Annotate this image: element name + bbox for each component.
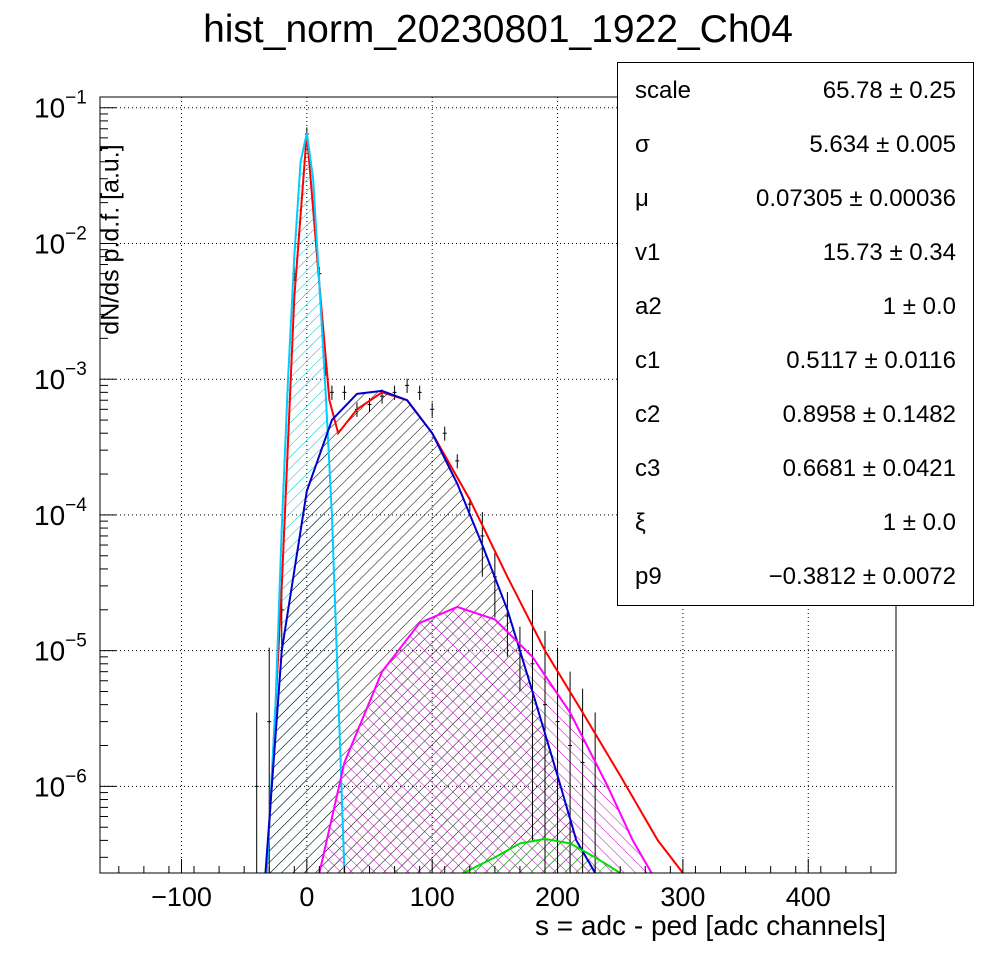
stat-value: 15.73 ± 0.34 (822, 239, 956, 266)
stat-value: 0.8958 ± 0.1482 (782, 401, 956, 428)
fit-parameters-box: scale 65.78 ± 0.25 σ 5.634 ± 0.005 μ 0.0… (617, 62, 974, 606)
y-axis-label: dN/ds p.d.f. [a.u.] (96, 144, 125, 335)
stat-name: σ (635, 131, 650, 158)
stat-row-p9: p9 −0.3812 ± 0.0072 (618, 549, 973, 603)
two-pe-component-fill (319, 606, 652, 873)
single-pe-component-curve (264, 389, 597, 873)
three-pe-component-fill (463, 838, 621, 873)
stat-value: 1 ± 0.0 (882, 509, 956, 536)
stat-value: 65.78 ± 0.25 (822, 77, 956, 104)
x-tick-label: 0 (299, 882, 314, 912)
x-tick-label: 400 (786, 882, 831, 912)
x-tick-label: 300 (660, 882, 705, 912)
stat-row-c2: c2 0.8958 ± 0.1482 (618, 387, 973, 441)
stat-row-mu: μ 0.07305 ± 0.00036 (618, 171, 973, 225)
stat-row-scale: scale 65.78 ± 0.25 (618, 63, 973, 117)
stat-row-c1: c1 0.5117 ± 0.0116 (618, 333, 973, 387)
stat-value: 0.5117 ± 0.0116 (786, 347, 956, 374)
x-tick-label: 100 (410, 882, 455, 912)
stat-name: c1 (635, 347, 661, 374)
stat-value: 0.6681 ± 0.0421 (782, 455, 956, 482)
x-axis-label: s = adc - ped [adc channels] (535, 910, 886, 941)
stat-name: c2 (635, 401, 661, 428)
y-tick-label: 10−2 (34, 223, 87, 259)
plot-title: hist_norm_20230801_1922_Ch04 (203, 8, 793, 51)
stat-row-v1: v1 15.73 ± 0.34 (618, 225, 973, 279)
stat-row-xi: ξ 1 ± 0.0 (618, 495, 973, 549)
y-tick-label: 10−1 (34, 88, 87, 124)
stat-row-a2: a2 1 ± 0.0 (618, 279, 973, 333)
stat-name: μ (635, 185, 649, 212)
stat-value: 1 ± 0.0 (882, 293, 956, 320)
stat-name: a2 (635, 293, 662, 320)
y-tick-label: 10−5 (34, 631, 87, 667)
pedestal-component-curve (265, 132, 346, 873)
stat-row-c3: c3 0.6681 ± 0.0421 (618, 441, 973, 495)
stat-value: −0.3812 ± 0.0072 (768, 563, 956, 590)
two-pe-component-curve (318, 605, 653, 873)
stat-name: ξ (635, 509, 646, 536)
stat-name: c3 (635, 455, 661, 482)
x-tick-label: 200 (535, 882, 580, 912)
y-tick-label: 10−4 (34, 495, 87, 531)
three-pe-component-curve (463, 837, 621, 873)
stat-value: 0.07305 ± 0.00036 (755, 185, 956, 212)
y-tick-label: 10−6 (34, 766, 87, 802)
stat-name: scale (635, 77, 692, 104)
stat-name: p9 (635, 563, 662, 590)
x-tick-label: −100 (151, 882, 212, 912)
stat-name: v1 (635, 239, 661, 266)
stat-row-sigma: σ 5.634 ± 0.005 (618, 117, 973, 171)
stat-value: 5.634 ± 0.005 (809, 131, 956, 158)
y-tick-label: 10−3 (34, 359, 87, 395)
